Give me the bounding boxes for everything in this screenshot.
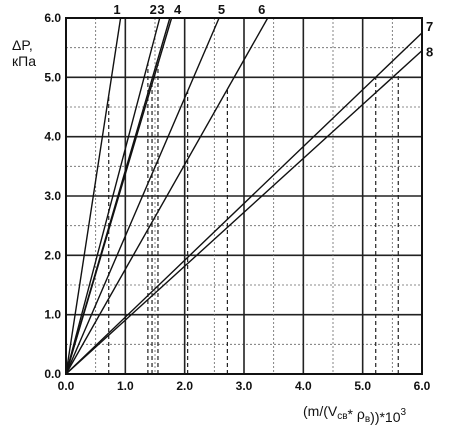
x-axis-label: (m/(Vсв* ρв))*103: [303, 403, 407, 425]
y-tick-label: 5.0: [44, 70, 61, 84]
x-tick-label: 0.0: [58, 379, 75, 393]
series-line-5: [65, 17, 220, 375]
tick-labels: 0.0 1.0 2.0 3.0 4.0 5.0 6.0 0.0 1.0 2.0 3.0 4.0 5.0 6…: [44, 11, 430, 393]
x-axis-label-part: ))*10: [370, 409, 401, 425]
x-axis-label-part: * ρ: [348, 406, 365, 422]
series-label-7: 7: [426, 19, 433, 34]
series-label-8: 8: [426, 45, 433, 60]
x-axis-label-part: (m/(V: [303, 403, 338, 419]
series-labels: 1 2 3 4 5 6 7 8: [113, 2, 433, 60]
series-label-1: 1: [113, 2, 120, 17]
grid: [66, 18, 422, 374]
y-tick-label: 0.0: [44, 367, 61, 381]
x-axis-label-part: в: [365, 414, 370, 425]
y-axis-label: ΔP, кПа: [12, 37, 36, 69]
series-label-6: 6: [258, 2, 265, 17]
series-line-1: [65, 17, 122, 375]
series-label-2: 2: [150, 2, 157, 17]
series-label-3: 3: [157, 2, 164, 17]
plot-frame: [65, 17, 423, 375]
y-tick-label: 2.0: [44, 248, 61, 262]
series-line-8: [65, 50, 423, 375]
series-line-4: [65, 17, 173, 375]
x-axis-label-part: св: [337, 411, 347, 422]
x-tick-label: 4.0: [295, 379, 312, 393]
series-line-6: [65, 17, 269, 375]
y-tick-label: 4.0: [44, 130, 61, 144]
x-tick-label: 5.0: [354, 379, 371, 393]
y-axis-label-line: кПа: [12, 53, 36, 69]
series-lines: [65, 17, 423, 375]
x-axis-label-part: 3: [401, 407, 407, 418]
series-label-5: 5: [218, 2, 225, 17]
x-tick-label: 2.0: [176, 379, 193, 393]
y-tick-label: 6.0: [44, 11, 61, 25]
x-tick-label: 1.0: [117, 379, 134, 393]
y-tick-label: 3.0: [44, 189, 61, 203]
x-tick-label: 6.0: [414, 379, 431, 393]
x-tick-label: 3.0: [236, 379, 253, 393]
series-line-2: [65, 17, 161, 375]
marker-lines: [108, 63, 399, 374]
y-axis-label-line: ΔP,: [12, 37, 33, 53]
series-label-4: 4: [174, 2, 182, 17]
series-line-7: [65, 32, 423, 375]
y-tick-label: 1.0: [44, 308, 61, 322]
